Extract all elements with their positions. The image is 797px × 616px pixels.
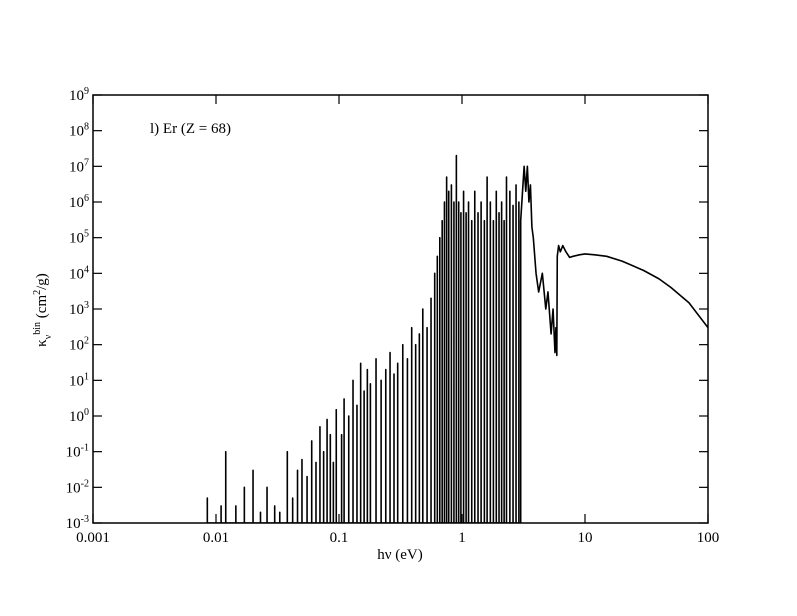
y-tick-label: 100 [69,407,89,425]
y-tick-label: 10-1 [66,443,89,461]
x-tick-label: 0.001 [76,530,110,546]
y-tick-label: 109 [69,86,89,104]
y-tick-label: 103 [69,300,89,318]
x-axis-label: hν (eV) [377,547,423,563]
y-tick-label: 102 [69,336,89,354]
y-tick-label: 10-3 [66,514,89,532]
y-tick-label: 101 [69,371,89,389]
x-tick-label: 1 [458,530,466,546]
y-tick-label: 108 [69,122,89,140]
annotation: l) Er (Z = 68) [150,121,231,137]
x-tick-label: 10 [578,530,593,546]
x-tick-label: 100 [697,530,720,546]
plot-frame [92,94,709,524]
y-tick-label: 107 [69,157,89,175]
y-axis-label: κνbin (cm2/g) [32,273,54,347]
x-tick-label: 0.1 [330,530,349,546]
spectrum-line [206,154,708,523]
y-tick-label: 10-2 [66,478,89,496]
y-tick-label: 106 [69,193,89,211]
y-tick-label: 104 [69,264,89,282]
y-tick-label: 105 [69,229,89,247]
x-tick-label: 0.01 [203,530,229,546]
